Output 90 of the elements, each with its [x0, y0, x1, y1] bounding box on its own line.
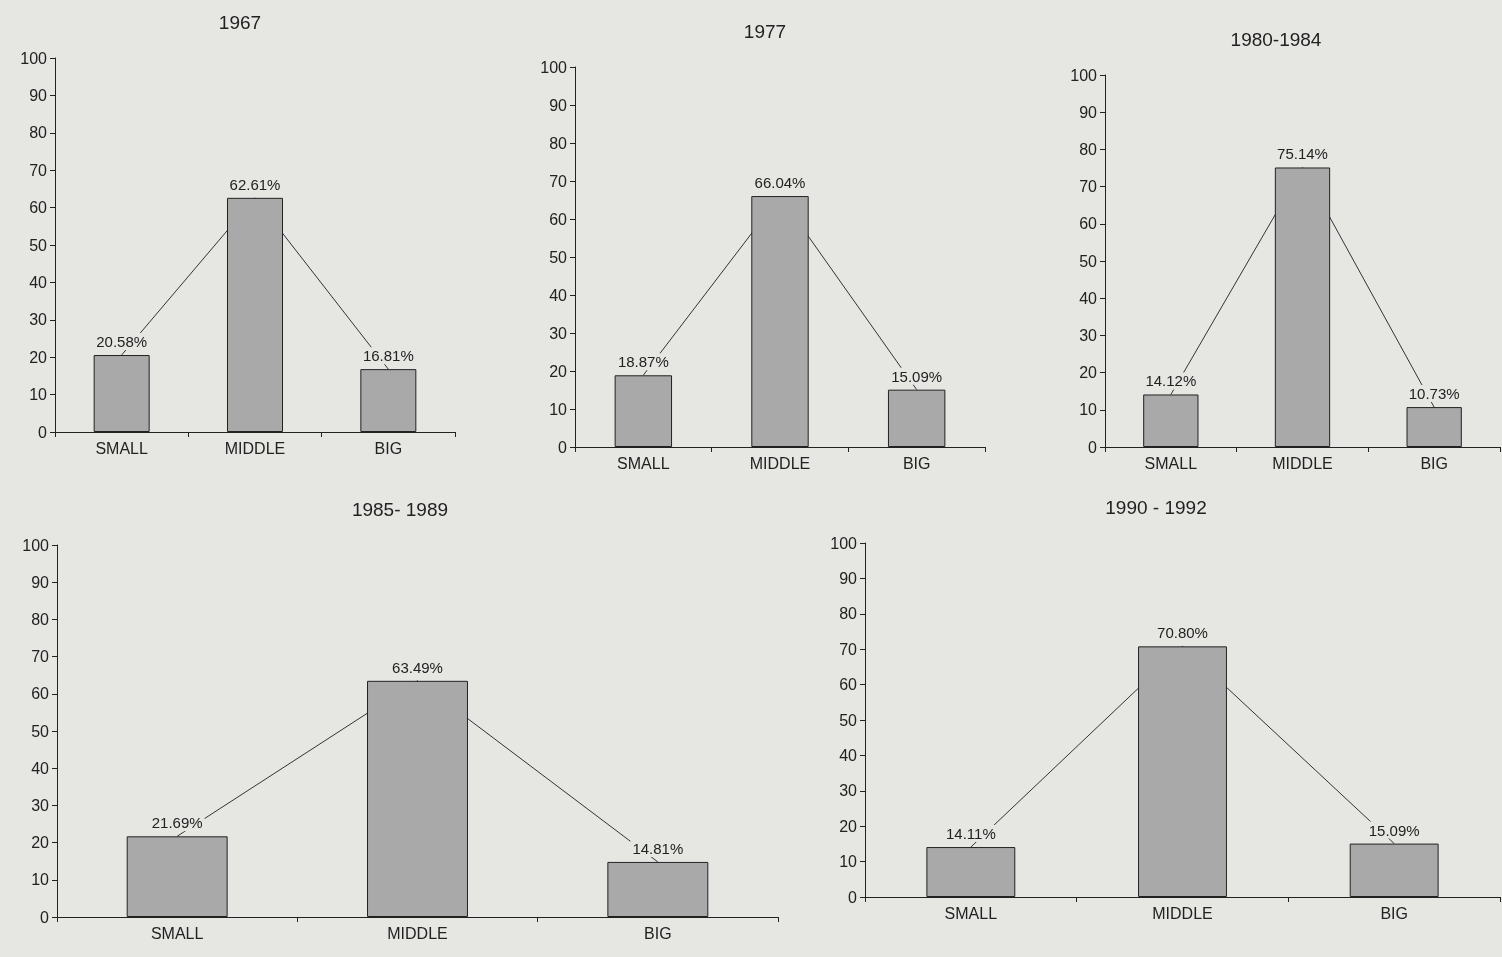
data-label: 10.73%	[1408, 385, 1460, 403]
y-tick-label: 20	[549, 362, 568, 380]
chart-title: 1990 - 1992	[1105, 497, 1207, 518]
y-tick-label: 60	[1079, 215, 1098, 233]
x-tick-label: BIG	[374, 439, 403, 457]
y-tick-label: 70	[31, 648, 50, 666]
x-tick-label: MIDDLE	[224, 439, 286, 457]
y-tick-label: 70	[29, 161, 48, 179]
y-tick-label: 80	[839, 605, 858, 623]
x-tick-label: BIG	[1420, 454, 1448, 472]
y-tick-label: 10	[1079, 401, 1098, 419]
y-tick-label: 60	[839, 676, 858, 694]
y-tick-label: 10	[549, 400, 568, 418]
y-tick-label: 80	[1079, 140, 1098, 158]
y-tick-label: 70	[549, 172, 568, 190]
y-tick-label: 70	[1079, 178, 1098, 196]
y-tick-label: 70	[839, 640, 858, 658]
x-tick-label: MIDDLE	[1272, 454, 1333, 472]
x-tick-label: MIDDLE	[1152, 904, 1213, 922]
data-label: 63.49%	[392, 658, 443, 676]
y-tick-label: 0	[558, 438, 568, 456]
y-tick-label: 40	[31, 759, 50, 777]
y-tick-label: 20	[1079, 364, 1098, 382]
data-label: 14.12%	[1145, 372, 1197, 390]
y-tick-label: 50	[1079, 252, 1098, 270]
data-label: 15.09%	[891, 367, 943, 385]
data-label: 75.14%	[1277, 145, 1328, 163]
y-tick-label: 40	[29, 273, 48, 291]
y-tick-label: 60	[29, 199, 48, 217]
y-tick-label: 30	[29, 311, 48, 329]
y-tick-label: 0	[1088, 438, 1098, 456]
y-tick-label: 100	[22, 536, 50, 554]
chart-title: 1985- 1989	[351, 499, 449, 520]
data-label: 14.81%	[632, 839, 684, 857]
data-label: 16.81%	[362, 347, 414, 365]
y-tick-label: 60	[549, 210, 568, 228]
data-label: 15.09%	[1368, 821, 1420, 839]
data-label: 20.58%	[96, 333, 148, 351]
y-tick-label: 50	[29, 236, 48, 254]
x-tick-label: MIDDLE	[387, 924, 448, 942]
chart-title: 1967	[218, 12, 262, 33]
x-tick-label: SMALL	[1144, 454, 1198, 472]
y-tick-label: 100	[540, 58, 568, 76]
y-tick-label: 20	[839, 817, 858, 835]
x-tick-label: SMALL	[944, 904, 998, 922]
y-tick-label: 10	[31, 871, 50, 889]
data-label: 14.11%	[945, 825, 996, 843]
y-tick-label: 100	[20, 49, 48, 67]
y-tick-label: 0	[848, 888, 858, 906]
y-tick-label: 80	[549, 134, 568, 152]
y-tick-label: 40	[839, 746, 858, 764]
y-tick-label: 10	[839, 853, 858, 871]
y-tick-label: 0	[38, 423, 48, 441]
y-tick-label: 20	[31, 834, 50, 852]
data-label: 21.69%	[151, 814, 203, 832]
x-tick-label: BIG	[902, 454, 931, 472]
data-label: 62.61%	[229, 175, 281, 193]
y-tick-label: 0	[40, 908, 50, 926]
y-tick-label: 50	[31, 722, 50, 740]
y-tick-label: 100	[830, 534, 858, 552]
y-tick-label: 90	[549, 96, 568, 114]
x-tick-label: SMALL	[150, 924, 204, 942]
y-tick-label: 10	[29, 386, 48, 404]
x-tick-label: BIG	[1380, 904, 1408, 922]
y-tick-label: 80	[29, 124, 48, 142]
y-tick-label: 30	[549, 324, 568, 342]
y-tick-label: 100	[1070, 66, 1098, 84]
y-tick-label: 30	[1079, 326, 1098, 344]
data-label: 66.04%	[754, 174, 806, 192]
y-tick-label: 90	[1079, 103, 1098, 121]
x-tick-label: SMALL	[617, 454, 670, 472]
y-tick-label: 50	[549, 248, 568, 266]
y-tick-label: 30	[31, 796, 50, 814]
y-tick-label: 40	[1079, 289, 1098, 307]
x-tick-label: BIG	[644, 924, 672, 942]
chart-title: 1977	[743, 21, 787, 42]
y-tick-label: 90	[29, 86, 48, 104]
y-tick-label: 90	[839, 569, 858, 587]
y-tick-label: 50	[839, 711, 858, 729]
y-tick-label: 40	[549, 286, 568, 304]
y-tick-label: 80	[31, 610, 50, 628]
x-tick-label: MIDDLE	[749, 454, 811, 472]
data-label: 70.80%	[1157, 624, 1208, 642]
chart-title: 1980-1984	[1230, 29, 1322, 50]
x-tick-label: SMALL	[95, 439, 148, 457]
data-label: 18.87%	[617, 353, 669, 371]
y-tick-label: 20	[29, 348, 48, 366]
y-tick-label: 30	[839, 782, 858, 800]
y-tick-label: 90	[31, 573, 50, 591]
y-tick-label: 60	[31, 685, 50, 703]
